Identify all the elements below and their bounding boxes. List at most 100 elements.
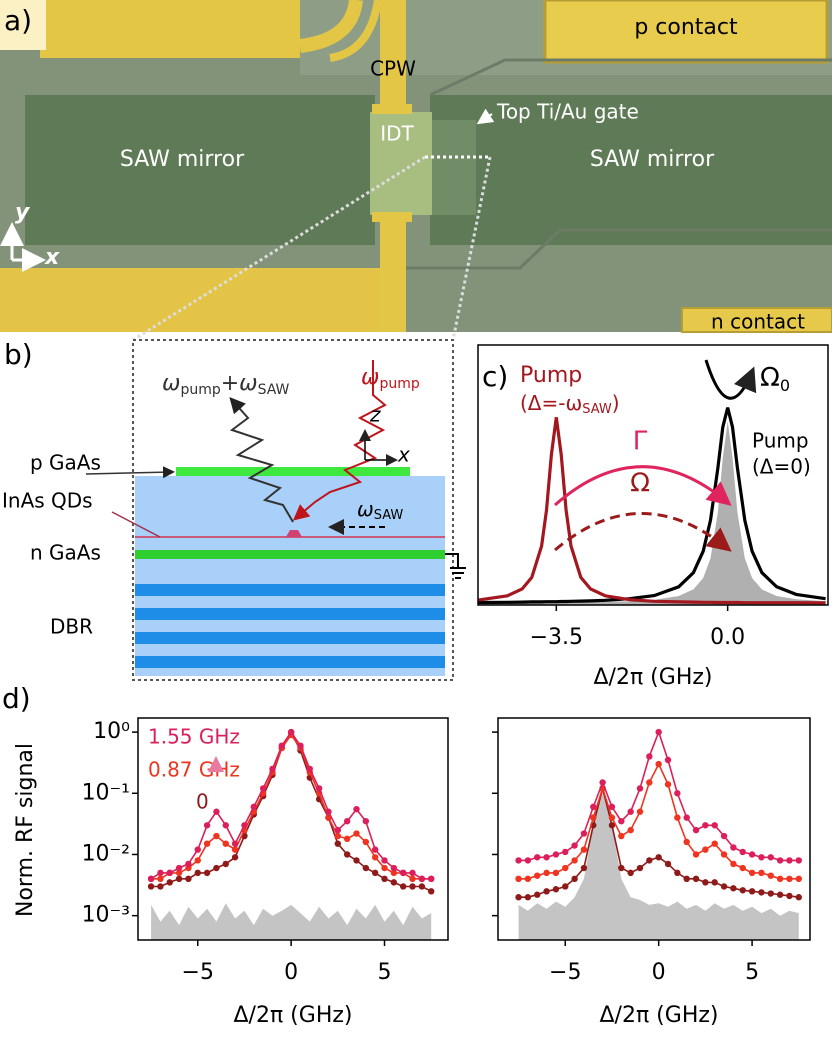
marker xyxy=(157,875,164,883)
y-axis-label: Norm. RF signal xyxy=(13,743,38,917)
marker xyxy=(720,851,728,858)
marker xyxy=(664,860,672,868)
marker xyxy=(353,830,360,837)
marker xyxy=(259,785,267,792)
panel-label: c) xyxy=(482,360,508,393)
marker xyxy=(203,822,211,829)
panel-label: b) xyxy=(4,338,33,371)
marker xyxy=(534,872,541,879)
marker xyxy=(203,840,211,847)
x-tick-label: −5 xyxy=(182,960,214,985)
marker xyxy=(552,851,560,858)
marker xyxy=(194,846,201,853)
marker xyxy=(371,854,379,861)
marker xyxy=(683,838,690,846)
marker xyxy=(776,857,784,864)
marker xyxy=(655,728,662,736)
marker xyxy=(222,822,229,829)
marker xyxy=(692,851,700,858)
marker xyxy=(543,854,550,861)
marker xyxy=(655,760,662,768)
beam-label: ωpump+ωSAW xyxy=(162,371,290,398)
marker xyxy=(175,875,183,883)
line xyxy=(518,788,799,898)
marker xyxy=(185,875,192,883)
marker xyxy=(524,857,532,864)
marker xyxy=(269,765,276,773)
layer-label: p GaAs xyxy=(30,451,101,475)
marker xyxy=(683,814,690,821)
marker xyxy=(353,805,360,813)
marker xyxy=(166,869,173,877)
marker xyxy=(739,887,746,894)
marker xyxy=(175,869,183,877)
marker xyxy=(646,779,653,786)
label: Top Ti/Au gate xyxy=(496,100,639,124)
marker xyxy=(767,854,774,861)
marker xyxy=(409,869,416,877)
y-tick-label: 10⁻³ xyxy=(82,903,130,928)
marker xyxy=(534,891,541,898)
marker xyxy=(748,851,756,858)
axes-frame xyxy=(497,717,811,941)
marker xyxy=(571,875,578,883)
marker xyxy=(390,869,398,877)
marker xyxy=(315,785,323,792)
marker xyxy=(194,857,201,864)
annotation: Ω0 xyxy=(760,363,790,395)
marker xyxy=(534,854,541,861)
data-layer xyxy=(515,728,802,940)
marker xyxy=(418,875,426,883)
label: CPW xyxy=(370,57,416,81)
axes-frame xyxy=(477,344,829,606)
marker xyxy=(786,857,793,864)
legend-entry: 0.87 GHz xyxy=(148,758,240,782)
data-layer xyxy=(478,407,826,605)
marker xyxy=(515,894,522,901)
marker xyxy=(552,869,560,877)
saw-label: ωSAW xyxy=(357,497,403,523)
line xyxy=(478,407,826,605)
marker xyxy=(758,854,765,861)
marker xyxy=(287,728,295,736)
marker xyxy=(580,846,588,853)
label: IDT xyxy=(380,122,414,146)
marker xyxy=(711,840,718,847)
marker xyxy=(231,854,239,861)
marker xyxy=(175,864,183,872)
label: SAW mirror xyxy=(590,147,715,172)
marker xyxy=(543,888,550,895)
annotation: (Δ=0) xyxy=(752,455,811,479)
data-layer xyxy=(147,728,435,940)
marker xyxy=(409,875,416,883)
marker xyxy=(580,864,588,872)
marker xyxy=(390,879,398,886)
chart: −5 0 5 xyxy=(492,717,811,985)
line xyxy=(150,730,432,880)
annotation: (Δ=-ωSAW) xyxy=(520,391,620,417)
marker xyxy=(147,883,155,890)
layer-label: DBR xyxy=(50,615,93,639)
marker xyxy=(524,875,532,883)
marker xyxy=(157,869,164,877)
marker xyxy=(250,803,257,811)
line xyxy=(478,417,826,605)
marker xyxy=(231,846,239,853)
marker xyxy=(758,869,765,877)
marker xyxy=(418,883,426,890)
marker xyxy=(353,857,360,864)
marker xyxy=(599,779,606,786)
marker xyxy=(767,872,774,879)
marker xyxy=(627,826,634,834)
legend-entry: 0 xyxy=(196,790,209,814)
marker xyxy=(334,826,342,834)
chart: −3.5 0.0 xyxy=(477,344,829,650)
marker xyxy=(222,860,229,868)
axis-label: x xyxy=(44,245,60,270)
marker xyxy=(730,860,737,868)
marker xyxy=(562,848,569,856)
y-tick-label: 10⁰ xyxy=(93,719,130,744)
marker xyxy=(562,864,569,872)
annotation: Γ xyxy=(633,427,648,457)
